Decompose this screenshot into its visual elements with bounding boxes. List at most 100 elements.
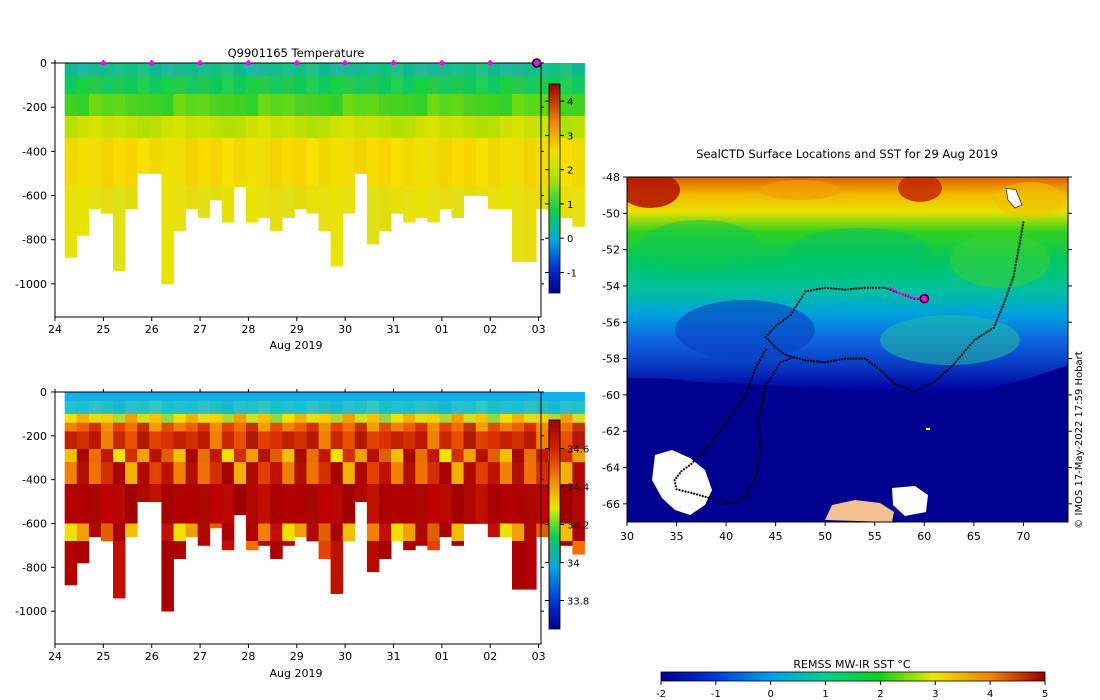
heatmap-cell xyxy=(560,63,573,68)
heatmap-cell xyxy=(233,76,247,82)
heatmap-cell xyxy=(366,116,380,121)
heatmap-cell xyxy=(451,199,464,205)
heatmap-cell xyxy=(463,427,477,432)
track-point xyxy=(956,358,960,361)
heatmap-cell xyxy=(282,160,295,165)
heatmap-cell xyxy=(246,151,259,157)
heatmap-cell xyxy=(88,532,102,537)
track-point xyxy=(1000,308,1003,311)
heatmap-cell xyxy=(125,98,138,104)
heatmap-cell xyxy=(487,204,501,210)
heatmap-cell xyxy=(209,138,223,143)
track-point xyxy=(754,475,757,478)
heatmap-cell xyxy=(403,151,416,157)
heatmap-cell xyxy=(100,133,114,139)
heatmap-cell xyxy=(282,484,295,489)
heatmap-cell xyxy=(475,501,489,507)
heatmap-cell xyxy=(499,85,513,90)
heatmap-cell xyxy=(233,111,247,117)
heatmap-cell xyxy=(221,85,235,90)
heatmap-cell xyxy=(258,151,271,157)
heatmap-cell xyxy=(149,396,162,402)
heatmap-cell xyxy=(451,208,464,214)
heatmap-cell xyxy=(512,479,525,485)
heatmap-cell xyxy=(499,160,513,165)
heatmap-cell xyxy=(391,63,404,68)
heatmap-cell xyxy=(306,76,319,82)
heatmap-cell xyxy=(197,93,211,99)
heatmap-cell xyxy=(197,536,211,542)
heatmap-cell xyxy=(64,545,78,551)
heatmap-cell xyxy=(354,80,368,86)
heatmap-cell xyxy=(403,107,416,112)
heatmap-cell xyxy=(88,444,102,450)
heatmap-cell xyxy=(366,466,380,472)
heatmap-cell xyxy=(149,453,162,459)
heatmap-cell xyxy=(379,400,392,406)
heatmap-cell xyxy=(88,107,102,112)
heatmap-cell xyxy=(342,124,356,130)
heatmap-cell xyxy=(221,453,235,459)
heatmap-cell xyxy=(391,405,404,410)
heatmap-cell xyxy=(439,133,452,139)
heatmap-cell xyxy=(342,67,356,73)
heatmap-cell xyxy=(524,213,537,218)
heatmap-cell xyxy=(499,164,513,170)
sst-colorbar xyxy=(660,671,1046,682)
heatmap-cell xyxy=(366,497,380,502)
heatmap-cell xyxy=(185,479,199,485)
heatmap-cell xyxy=(536,444,549,450)
heatmap-cell xyxy=(330,567,344,573)
heatmap-cell xyxy=(536,492,549,498)
heatmap-cell xyxy=(524,396,537,402)
heatmap-cell xyxy=(354,164,368,170)
heatmap-cell xyxy=(197,413,211,419)
heatmap-cell xyxy=(173,76,186,82)
track-point xyxy=(877,286,881,289)
heatmap-cell xyxy=(294,164,307,170)
track-point xyxy=(756,364,759,367)
heatmap-cell xyxy=(366,226,380,232)
heatmap-cell xyxy=(173,409,186,415)
lat-tick-label: -54 xyxy=(602,280,620,293)
heatmap-cell xyxy=(113,155,126,161)
heatmap-cell xyxy=(524,462,537,467)
heatmap-cell xyxy=(512,413,525,419)
heatmap-cell xyxy=(439,182,452,188)
track-point xyxy=(982,333,985,336)
heatmap-cell xyxy=(427,182,440,188)
track-point xyxy=(705,448,708,451)
heatmap-cell xyxy=(463,400,477,406)
heatmap-cell xyxy=(125,431,138,437)
heatmap-cell xyxy=(197,492,211,498)
heatmap-cell xyxy=(294,501,307,507)
heatmap-cell xyxy=(221,418,235,424)
heatmap-cell xyxy=(403,466,416,472)
heatmap-cell xyxy=(439,449,452,454)
heatmap-cell xyxy=(76,418,90,424)
heatmap-cell xyxy=(76,222,90,227)
heatmap-cell xyxy=(572,492,585,498)
track-point xyxy=(757,429,761,433)
track-point xyxy=(757,361,760,364)
heatmap-cell xyxy=(330,431,344,437)
heatmap-cell xyxy=(88,435,102,441)
heatmap-cell xyxy=(463,164,477,170)
heatmap-cell xyxy=(113,427,126,432)
heatmap-cell xyxy=(88,191,102,196)
heatmap-cell xyxy=(487,71,501,77)
heatmap-cell xyxy=(149,76,162,82)
heatmap-cell xyxy=(451,213,464,218)
heatmap-cell xyxy=(258,392,271,397)
heatmap-cell xyxy=(221,138,235,143)
heatmap-cell xyxy=(524,514,537,520)
heatmap-cell xyxy=(560,102,573,108)
heatmap-cell xyxy=(209,519,223,524)
heatmap-cell xyxy=(330,562,344,568)
heatmap-cell xyxy=(318,488,332,494)
heatmap-cell xyxy=(439,191,452,196)
heatmap-cell xyxy=(330,457,344,463)
heatmap-cell xyxy=(294,449,307,454)
track-point xyxy=(734,500,738,503)
heatmap-cell xyxy=(451,462,464,467)
